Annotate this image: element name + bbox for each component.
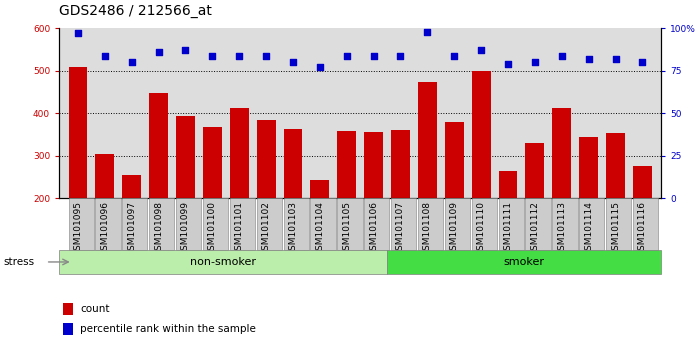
Text: GSM101104: GSM101104 <box>315 201 324 256</box>
Point <box>503 61 514 67</box>
Text: GSM101110: GSM101110 <box>477 201 486 256</box>
Point <box>475 47 487 53</box>
Point <box>583 56 594 62</box>
Bar <box>257 120 276 198</box>
Bar <box>445 122 464 198</box>
Text: GSM101116: GSM101116 <box>638 201 647 256</box>
Point <box>260 53 271 58</box>
Bar <box>230 108 248 198</box>
Text: count: count <box>80 304 109 314</box>
FancyBboxPatch shape <box>310 198 335 250</box>
FancyBboxPatch shape <box>176 198 201 250</box>
FancyBboxPatch shape <box>69 198 94 250</box>
Bar <box>176 116 195 198</box>
Point <box>100 53 111 58</box>
Bar <box>391 130 410 198</box>
Text: GSM101096: GSM101096 <box>100 201 109 256</box>
Text: GSM101098: GSM101098 <box>154 201 163 256</box>
Bar <box>525 143 544 198</box>
Text: GSM101111: GSM101111 <box>503 201 512 256</box>
FancyBboxPatch shape <box>149 198 175 250</box>
Text: smoker: smoker <box>504 257 545 267</box>
Text: GSM101106: GSM101106 <box>369 201 378 256</box>
Text: GSM101105: GSM101105 <box>342 201 351 256</box>
Text: GSM101101: GSM101101 <box>235 201 244 256</box>
Text: GSM101099: GSM101099 <box>181 201 190 256</box>
Point <box>637 59 648 65</box>
Bar <box>606 133 625 198</box>
Text: GSM101109: GSM101109 <box>450 201 459 256</box>
Text: GSM101108: GSM101108 <box>423 201 432 256</box>
Point <box>422 29 433 35</box>
Text: non-smoker: non-smoker <box>190 257 256 267</box>
Text: GSM101102: GSM101102 <box>262 201 271 256</box>
Text: GSM101115: GSM101115 <box>611 201 620 256</box>
FancyBboxPatch shape <box>525 198 551 250</box>
Point <box>315 64 326 70</box>
FancyBboxPatch shape <box>553 198 578 250</box>
Bar <box>69 67 88 198</box>
Bar <box>387 250 661 274</box>
Bar <box>418 82 437 198</box>
Point <box>126 59 137 65</box>
Bar <box>633 166 651 198</box>
Text: GSM101100: GSM101100 <box>208 201 217 256</box>
Bar <box>283 130 302 198</box>
Point <box>556 53 567 58</box>
Bar <box>122 175 141 198</box>
FancyBboxPatch shape <box>579 198 604 250</box>
FancyBboxPatch shape <box>472 198 497 250</box>
FancyBboxPatch shape <box>95 198 120 250</box>
Bar <box>149 93 168 198</box>
Text: GSM101112: GSM101112 <box>530 201 539 256</box>
Bar <box>310 181 329 198</box>
FancyBboxPatch shape <box>498 198 524 250</box>
Point <box>180 47 191 53</box>
Bar <box>338 131 356 198</box>
Text: GSM101113: GSM101113 <box>557 201 567 256</box>
Point <box>72 30 84 36</box>
Bar <box>364 132 383 198</box>
Bar <box>553 108 571 198</box>
Bar <box>95 154 114 198</box>
Text: GSM101103: GSM101103 <box>288 201 297 256</box>
Bar <box>579 137 598 198</box>
Point <box>153 49 164 55</box>
Bar <box>472 71 491 198</box>
Point <box>368 53 379 58</box>
Text: GSM101114: GSM101114 <box>584 201 593 256</box>
Point <box>395 53 406 58</box>
FancyBboxPatch shape <box>122 198 148 250</box>
Bar <box>203 127 222 198</box>
FancyBboxPatch shape <box>445 198 470 250</box>
FancyBboxPatch shape <box>230 198 255 250</box>
FancyBboxPatch shape <box>257 198 282 250</box>
Text: GSM101097: GSM101097 <box>127 201 136 256</box>
Text: GSM101095: GSM101095 <box>74 201 82 256</box>
Text: stress: stress <box>3 257 35 267</box>
Text: GDS2486 / 212566_at: GDS2486 / 212566_at <box>59 4 212 18</box>
Point <box>610 56 621 62</box>
FancyBboxPatch shape <box>203 198 228 250</box>
Bar <box>498 171 517 198</box>
FancyBboxPatch shape <box>418 198 443 250</box>
Point <box>207 53 218 58</box>
Text: GSM101107: GSM101107 <box>396 201 405 256</box>
Point <box>449 53 460 58</box>
FancyBboxPatch shape <box>606 198 631 250</box>
FancyBboxPatch shape <box>633 198 658 250</box>
Bar <box>59 250 387 274</box>
FancyBboxPatch shape <box>338 198 363 250</box>
Text: percentile rank within the sample: percentile rank within the sample <box>80 324 256 334</box>
Point <box>287 59 299 65</box>
Point <box>341 53 352 58</box>
FancyBboxPatch shape <box>283 198 309 250</box>
Point <box>530 59 541 65</box>
FancyBboxPatch shape <box>391 198 416 250</box>
Point <box>234 53 245 58</box>
FancyBboxPatch shape <box>364 198 389 250</box>
